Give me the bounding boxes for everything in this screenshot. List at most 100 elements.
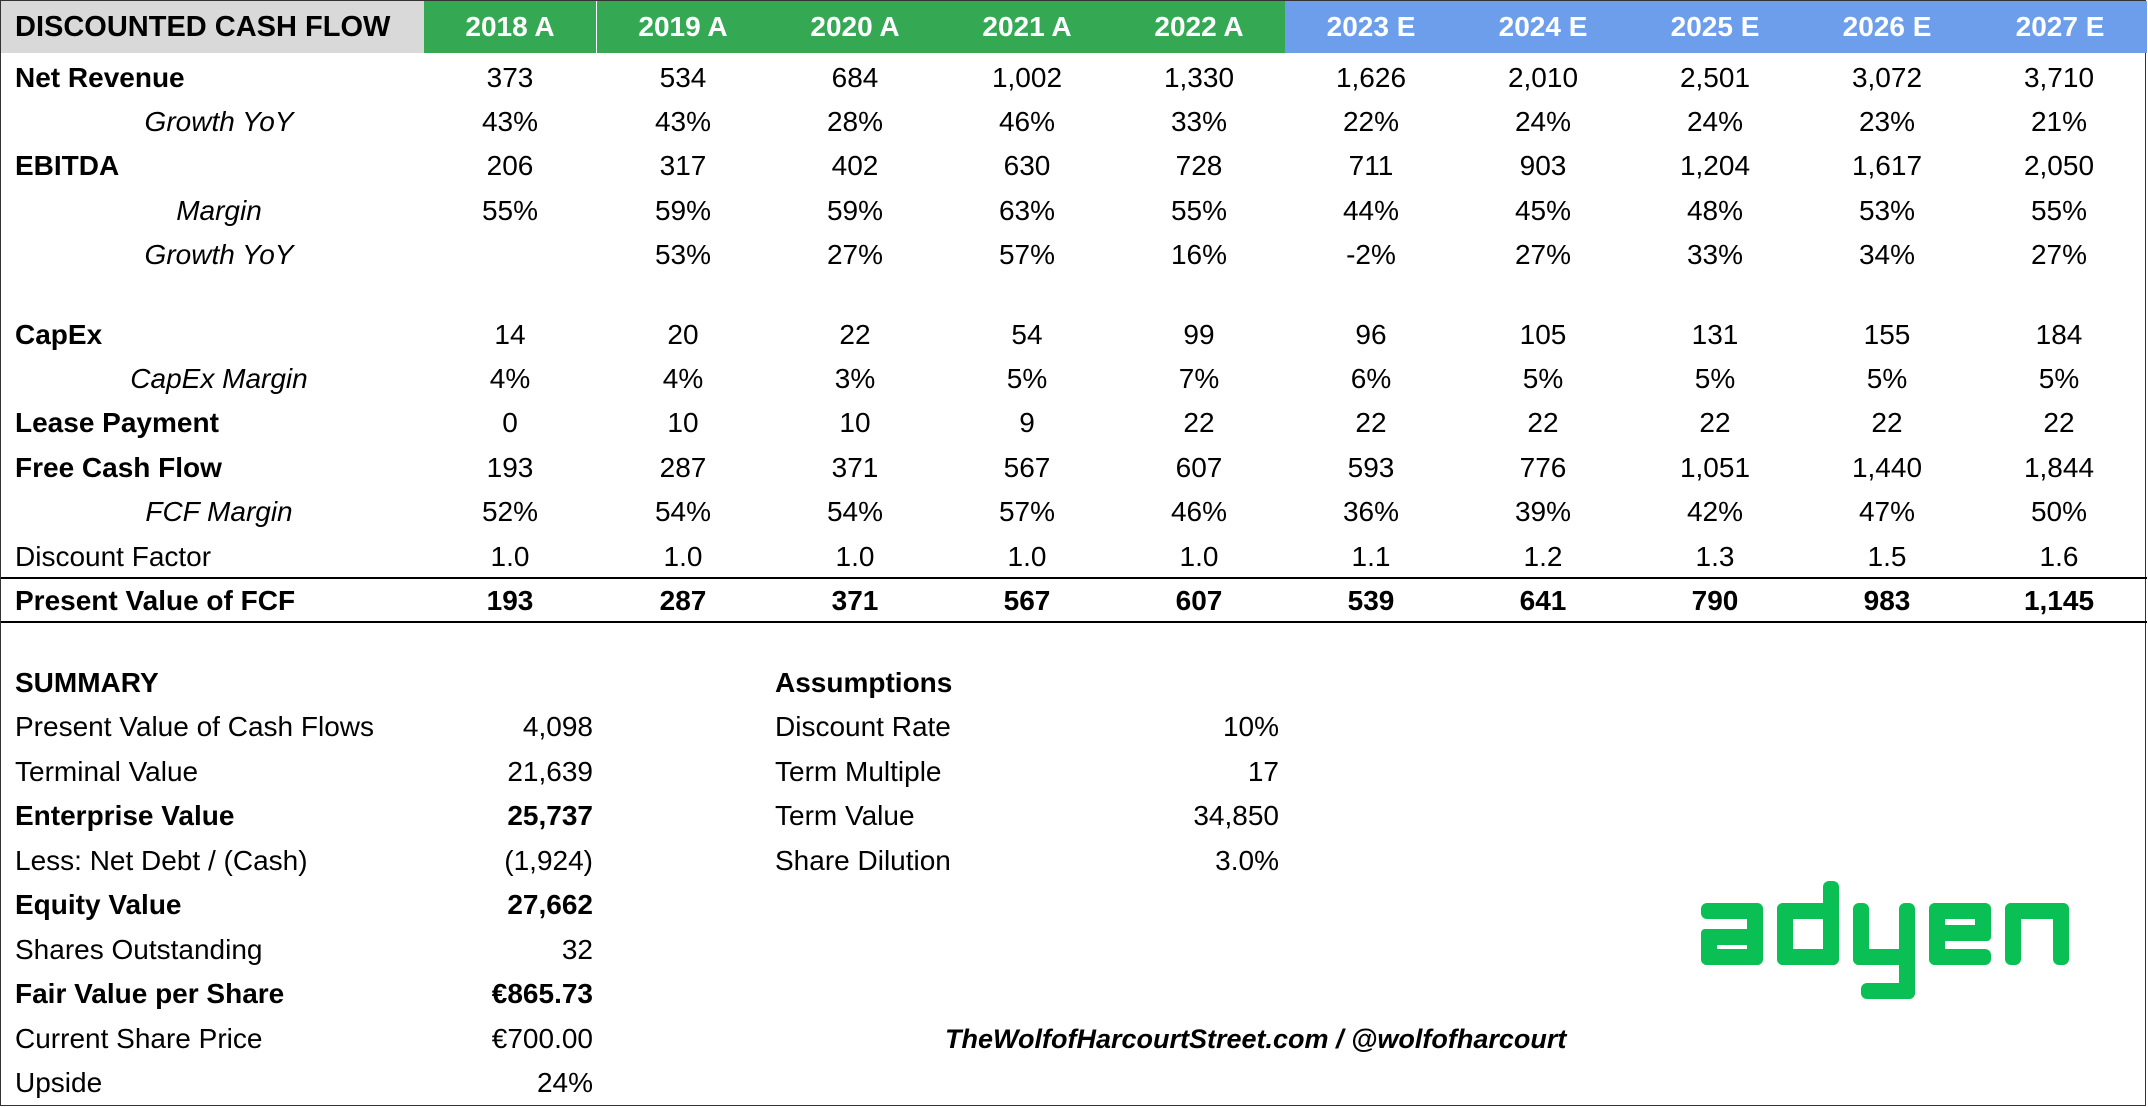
cell-value: 27% [826,239,884,270]
cell-value: 193 [486,452,534,483]
year-header-2024-e: 2024 E [1457,1,1629,53]
cell-value: 1,145 [2023,585,2095,616]
cell-value: 711 [1348,150,1394,181]
cell-value: 684 [831,62,879,93]
cell-value: 607 [1175,585,1223,616]
summary-label: Upside [15,1067,103,1098]
cell-value: 4% [489,363,531,394]
cell-value: 22% [1342,106,1400,137]
row-label: Present Value of FCF [15,585,296,616]
cell-value: 22 [1355,407,1387,438]
cell-value: 39% [1514,496,1572,527]
cell-value: 1,002 [991,62,1063,93]
cell-value: 28% [826,106,884,137]
cell-value: 42% [1686,496,1744,527]
table-row: Growth YoY 53% 27% 57% 16% -2% 27% 33% 34% 27% [1,233,2147,277]
cell-value: 10 [667,407,699,438]
cell-value: 2,010 [1507,62,1579,93]
cell-value: 317 [659,150,707,181]
summary-value: €865.73 [491,978,593,1009]
cell-value: 6% [1350,363,1392,394]
cell-value: 903 [1519,150,1567,181]
cell-value: 1,204 [1679,150,1751,181]
table-row: FCF Margin 52% 54% 54% 57% 46% 36% 39% 42% 47% 50% [1,490,2147,534]
table-row: CapEx 14 20 22 54 99 96 105 131 155 184 [1,313,2147,357]
cell-value: 22 [2043,407,2075,438]
cell-value: 3,710 [2023,62,2095,93]
cell-value: 43% [481,106,539,137]
row-label: Growth YoY [144,239,294,270]
cell-value: 43% [654,106,712,137]
table-row: Margin 55% 59% 59% 63% 55% 44% 45% 48% 53% 55% [1,189,2147,233]
assumption-label: Term Multiple [775,755,942,787]
cell-value: 1,440 [1851,452,1923,483]
summary-value: (1,924) [504,844,593,876]
table-bottom-border [1,621,2147,623]
row-label: EBITDA [15,150,120,181]
cell-value: 105 [1519,319,1567,350]
assumption-label: Share Dilution [775,844,951,876]
cell-value: 1.0 [663,541,703,572]
cell-value: 55% [1170,195,1228,226]
cell-value: 57% [998,496,1056,527]
cell-value: 7% [1178,363,1220,394]
cell-value: 10 [839,407,871,438]
cell-value: 287 [659,585,707,616]
cell-value: 55% [481,195,539,226]
cell-value: 27% [2030,239,2088,270]
cell-value: 131 [1691,319,1739,350]
cell-value: 57% [998,239,1056,270]
summary-label: Shares Outstanding [15,933,263,965]
cell-value: 21% [2030,106,2088,137]
cell-value: 27% [1514,239,1572,270]
cell-value: 728 [1175,150,1223,181]
row-label: Margin [176,195,262,226]
cell-value: 1.3 [1695,541,1735,572]
cell-value: 593 [1347,452,1395,483]
cell-value: 54 [1011,319,1043,350]
summary-label: Less: Net Debt / (Cash) [15,844,308,876]
summary-label: Enterprise Value [15,800,235,831]
cell-value: 5% [1694,363,1736,394]
cell-value: 1.6 [2039,541,2079,572]
assumption-label: Discount Rate [775,711,951,742]
year-header-2019-a: 2019 A [597,1,769,53]
summary-value: 21,639 [507,755,593,787]
cell-value: 193 [486,585,534,616]
row-label: Growth YoY [144,106,294,137]
row-label: FCF Margin [145,496,293,527]
cell-value: 1,617 [1851,150,1923,181]
year-header-2018-a: 2018 A [424,1,596,53]
cell-value: 1.5 [1867,541,1907,572]
cell-value: 1.0 [1179,541,1219,572]
year-header-2020-a: 2020 A [769,1,941,53]
cell-value: 607 [1175,452,1223,483]
summary-value: 4,098 [522,711,593,742]
cell-value: 9 [1019,407,1035,438]
row-label: Lease Payment [15,407,219,438]
cell-value: 1.1 [1351,541,1391,572]
cell-value: 33% [1686,239,1744,270]
table-row: EBITDA 206 317 402 630 728 711 903 1,204 1,617 2,0… [1,144,2147,188]
cell-value: 24% [1514,106,1572,137]
summary-label: Terminal Value [15,755,199,787]
cell-value: 50% [2030,496,2088,527]
cell-value: 48% [1686,195,1744,226]
cell-value: 47% [1858,496,1916,527]
assumption-value: 3.0% [1215,844,1279,876]
cell-value: 22 [839,319,871,350]
cell-value: 641 [1519,585,1567,616]
cell-value: 34% [1858,239,1916,270]
cell-value: 5% [1522,363,1564,394]
year-header-2023-e: 2023 E [1285,1,1457,53]
cell-value: 22 [1183,407,1215,438]
cell-value: 1.0 [835,541,875,572]
cell-value: 14 [494,319,526,350]
cell-value: 22 [1871,407,1903,438]
cell-value: 790 [1691,585,1739,616]
summary-label: Present Value of Cash Flows [15,711,374,742]
cell-value: 54% [654,496,712,527]
year-header-2021-a: 2021 A [941,1,1113,53]
